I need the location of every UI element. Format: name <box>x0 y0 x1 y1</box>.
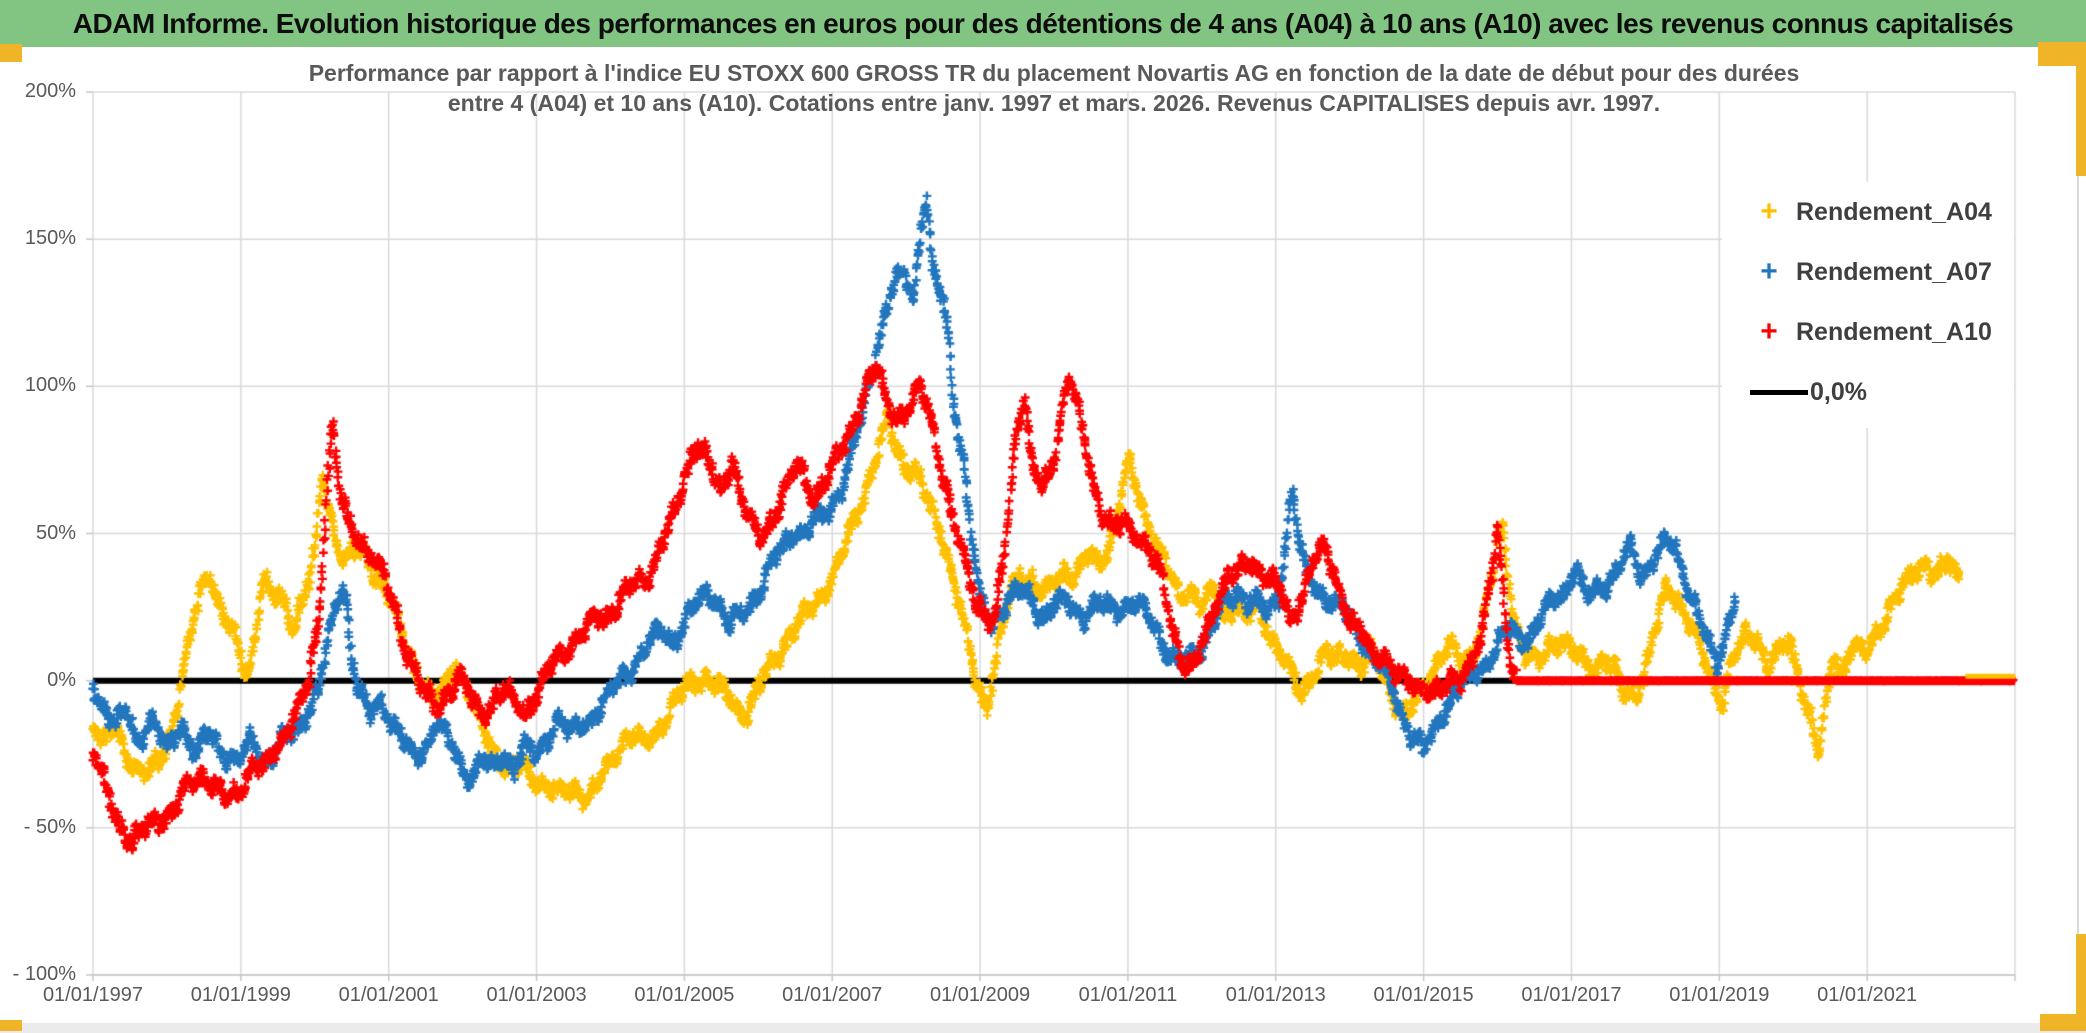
chart-title-line2: entre 4 (A04) et 10 ans (A10). Cotations… <box>447 90 1661 116</box>
x-tick-label: 01/01/2021 <box>1817 984 1918 1006</box>
y-tick-label: 50% <box>35 521 76 544</box>
bottom-strip <box>0 1021 2086 1033</box>
legend-item-zero-line: 0,0% <box>1722 362 2014 422</box>
y-tick-label: 0% <box>47 668 76 691</box>
x-tick-label: 01/01/2007 <box>782 984 883 1006</box>
plus-marker-icon: + <box>1760 255 1778 288</box>
y-tick-label: 200% <box>24 80 76 102</box>
x-tick-label: 01/01/2003 <box>486 984 587 1006</box>
gold-corner-top-left <box>0 44 22 62</box>
legend-box: + Rendement_A04 + Rendement_A07 + Rendem… <box>1722 182 2014 428</box>
x-tick-label: 01/01/2011 <box>1078 984 1178 1006</box>
y-tick-label: - 100% <box>12 963 76 985</box>
x-tick-label: 01/01/2009 <box>930 984 1031 1006</box>
x-tick-label: 01/01/2013 <box>1225 984 1326 1006</box>
x-tick-label: 01/01/1999 <box>190 984 291 1006</box>
x-tick-label: 01/01/2017 <box>1521 984 1622 1006</box>
legend-label: Rendement_A10 <box>1796 317 1992 346</box>
chart-right-border <box>2077 56 2079 1022</box>
x-tick-label: 01/01/2015 <box>1373 984 1474 1006</box>
plus-marker-icon: + <box>1760 315 1778 348</box>
chart-title-line1: Performance par rapport à l'indice EU ST… <box>308 60 1800 86</box>
plus-marker-icon: + <box>1760 195 1778 228</box>
x-tick-label: 01/01/2005 <box>634 984 735 1006</box>
y-tick-label: - 50% <box>23 815 76 838</box>
y-tick-label: 150% <box>24 227 76 250</box>
legend-item-a04: + Rendement_A04 <box>1722 182 2014 242</box>
legend-label: Rendement_A07 <box>1796 257 1992 286</box>
legend-label: 0,0% <box>1810 377 1867 406</box>
gold-corner-bottom-right <box>2040 1014 2086 1031</box>
gold-corner-bottom-left <box>0 1020 22 1031</box>
chart-title: Performance par rapport à l'indice EU ST… <box>93 58 2015 118</box>
x-tick-label: 01/01/2001 <box>338 984 439 1006</box>
zero-line-icon <box>1750 389 1808 395</box>
x-tick-label: 01/01/1997 <box>42 984 144 1006</box>
y-tick-label: 100% <box>24 374 76 397</box>
x-tick-label: 01/01/2019 <box>1669 984 1770 1006</box>
gold-edge-top-right <box>2076 42 2086 176</box>
gold-edge-bottom-right <box>2076 934 2086 1031</box>
legend-item-a10: + Rendement_A10 <box>1722 302 2014 362</box>
legend-item-a07: + Rendement_A07 <box>1722 242 2014 302</box>
legend-label: Rendement_A04 <box>1796 197 1992 226</box>
